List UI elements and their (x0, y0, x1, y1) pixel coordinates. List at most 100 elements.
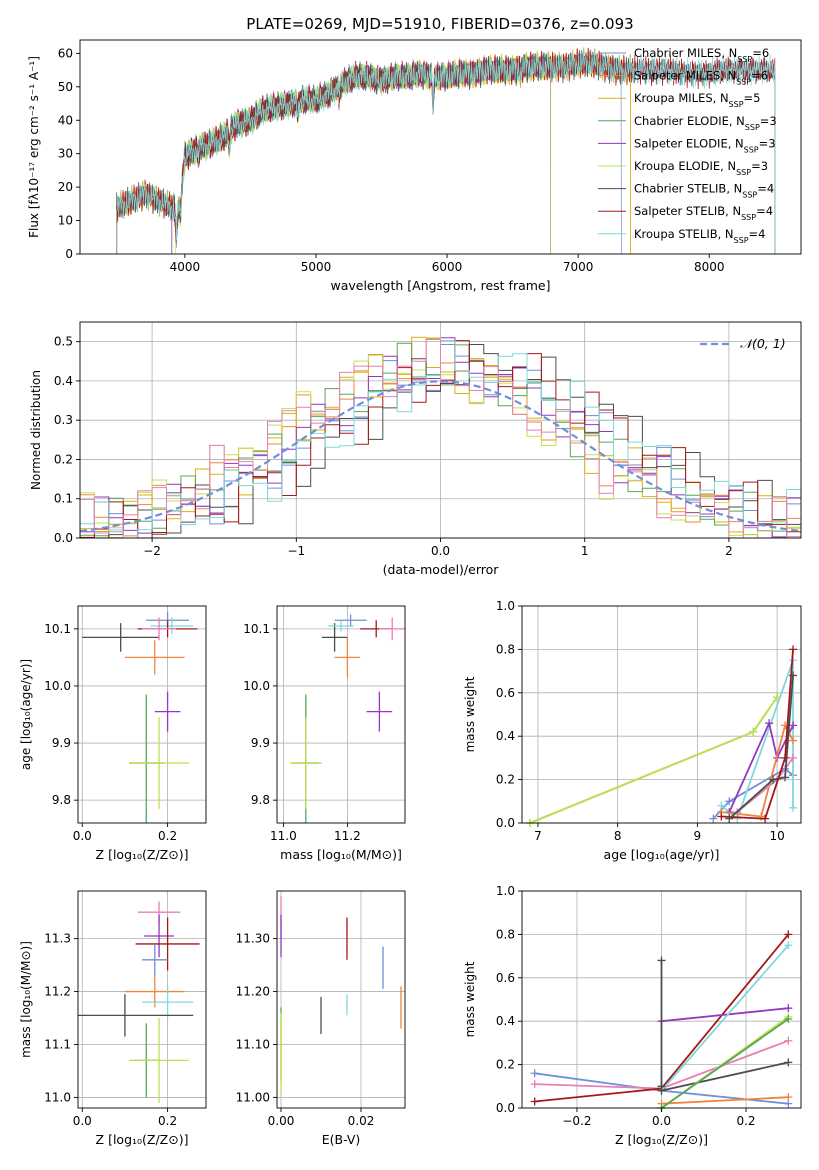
x-tick-label: 7 (534, 829, 542, 843)
x-axis-label: E(B-V) (322, 1132, 361, 1147)
axes-frame (276, 890, 406, 1109)
y-tick-label: 9.8 (251, 793, 270, 807)
weight-marker (789, 671, 798, 680)
z-weight-panel: −0.2 0.0 0.2 0.0 0.2 0.4 0.6 0.8 1.0 Z [log₁₀(Z/Z… (463, 884, 802, 1147)
weight-marker (784, 1058, 793, 1067)
x-tick-label: 9 (694, 829, 702, 843)
x-tick-label: 0.00 (268, 1114, 295, 1128)
y-tick-label: 9.9 (52, 736, 71, 750)
y-tick-label: 0.8 (496, 642, 515, 656)
axes-frame (77, 605, 207, 824)
x-tick-label: 0.0 (431, 544, 450, 558)
y-tick-label: 0.6 (496, 686, 515, 700)
y-tick-label: 10 (58, 214, 73, 228)
x-axis-label: Z [log₁₀(Z/Z⊙)] (615, 1132, 708, 1147)
weight-line (728, 720, 794, 813)
y-tick-label: 0.3 (54, 413, 73, 427)
y-tick-label: 11.0 (44, 1090, 71, 1104)
weight-marker (789, 721, 798, 730)
spectrum-lines (116, 46, 776, 254)
y-tick-label: 60 (58, 46, 73, 60)
weight-marker (789, 803, 798, 812)
x-tick-label: 0.0 (73, 829, 92, 843)
x-axis-label: Z [log₁₀(Z/Z⊙)] (96, 1132, 189, 1147)
y-tick-label: 11.1 (44, 1037, 71, 1051)
axes-frame (276, 605, 406, 824)
y-axis-label: Normed distribution (29, 370, 43, 490)
x-tick-label: 11.2 (334, 829, 361, 843)
error-bars (78, 901, 200, 1103)
x-tick-label: 0.2 (158, 1114, 177, 1128)
figure-title: PLATE=0269, MJD=51910, FIBERID=0376, z=0… (246, 15, 633, 33)
weight-marker (761, 814, 770, 823)
error-bars (280, 896, 402, 1098)
weight-marker (765, 719, 774, 728)
y-tick-label: 10.0 (44, 679, 71, 693)
y-tick-label: 0.2 (496, 773, 515, 787)
y-tick-label: 0 (65, 247, 73, 261)
x-tick-label: −2 (143, 544, 161, 558)
weight-line (721, 649, 794, 820)
weight-marker (784, 1004, 793, 1013)
weight-line (529, 696, 778, 824)
mass-age-panel: 11.0 11.2 9.8 9.9 10.0 10.1 mass [log₁₀(M/M⊙)] (243, 605, 406, 862)
histogram-step (80, 340, 801, 538)
weight-line (712, 767, 794, 820)
y-tick-label: 0.4 (496, 1014, 515, 1028)
weight-marker (530, 1080, 539, 1089)
y-tick-label: 11.00 (236, 1090, 270, 1104)
x-tick-label: 0.02 (348, 1114, 375, 1128)
weight-marker (784, 930, 793, 939)
x-tick-label: 8 (614, 829, 622, 843)
age-weight-panel: 7 8 9 10 0.0 0.2 0.4 0.6 0.8 1.0 age [log₁₀(age/yr… (463, 599, 802, 862)
x-tick-label: 0.0 (73, 1114, 92, 1128)
x-axis-label: Z [log₁₀(Z/Z⊙)] (96, 847, 189, 862)
legend-label: 𝒩(0, 1) (740, 336, 786, 351)
y-tick-label: 20 (58, 180, 73, 194)
weight-marker (657, 1082, 666, 1091)
weight-marker (789, 753, 798, 762)
x-tick-label: 5000 (301, 260, 332, 274)
weight-marker (781, 773, 790, 782)
x-tick-label: −1 (287, 544, 305, 558)
weight-marker (725, 797, 734, 806)
y-tick-label: 0.2 (54, 452, 73, 466)
axes-frame (79, 39, 802, 255)
y-tick-label: 11.3 (44, 932, 71, 946)
y-tick-label: 30 (58, 147, 73, 161)
axes-frame (77, 890, 207, 1109)
weight-line (661, 1007, 789, 1023)
y-tick-label: 9.9 (251, 736, 270, 750)
x-tick-label: 0.2 (158, 829, 177, 843)
legend-label: Salpeter MILES, NSSP=6 (634, 69, 768, 87)
weight-marker (789, 645, 798, 654)
x-tick-label: 10 (769, 829, 784, 843)
y-tick-label: 50 (58, 80, 73, 94)
weight-marker (725, 814, 734, 823)
z-mass-panel: 0.0 0.2 11.0 11.1 11.2 11.3 Z [log₁₀(Z/Z⊙)] mas… (19, 890, 207, 1147)
axes-frame (521, 605, 802, 824)
y-tick-label: 0.4 (54, 374, 73, 388)
x-axis-label: mass [log₁₀(M/M⊙)] (280, 847, 402, 862)
y-axis-label: mass weight (463, 676, 477, 752)
legend-label: Chabrier STELIB, NSSP=4 (634, 182, 774, 200)
legend-label: Salpeter ELODIE, NSSP=3 (634, 136, 776, 154)
histogram-step (80, 339, 801, 538)
x-tick-label: 0.2 (736, 1114, 755, 1128)
y-tick-label: 0.8 (496, 927, 515, 941)
x-tick-label: −0.2 (562, 1114, 591, 1128)
normal-reference-curve (79, 380, 802, 533)
y-tick-label: 10.0 (243, 679, 270, 693)
y-tick-label: 11.20 (236, 985, 270, 999)
legend-label: Salpeter STELIB, NSSP=4 (634, 204, 773, 222)
weight-line (728, 675, 794, 820)
y-tick-label: 1.0 (496, 599, 515, 613)
x-tick-label: 0.0 (652, 1114, 671, 1128)
x-axis-label: (data-model)/error (383, 562, 500, 577)
weight-line (660, 944, 789, 1092)
y-tick-label: 0.4 (496, 729, 515, 743)
legend-label: Kroupa ELODIE, NSSP=3 (634, 159, 768, 177)
weight-marker (530, 1069, 539, 1078)
z-age-panel: 0.0 0.2 9.8 9.9 10.0 10.1 Z [log₁₀(Z/Z⊙)] age [… (19, 605, 207, 862)
